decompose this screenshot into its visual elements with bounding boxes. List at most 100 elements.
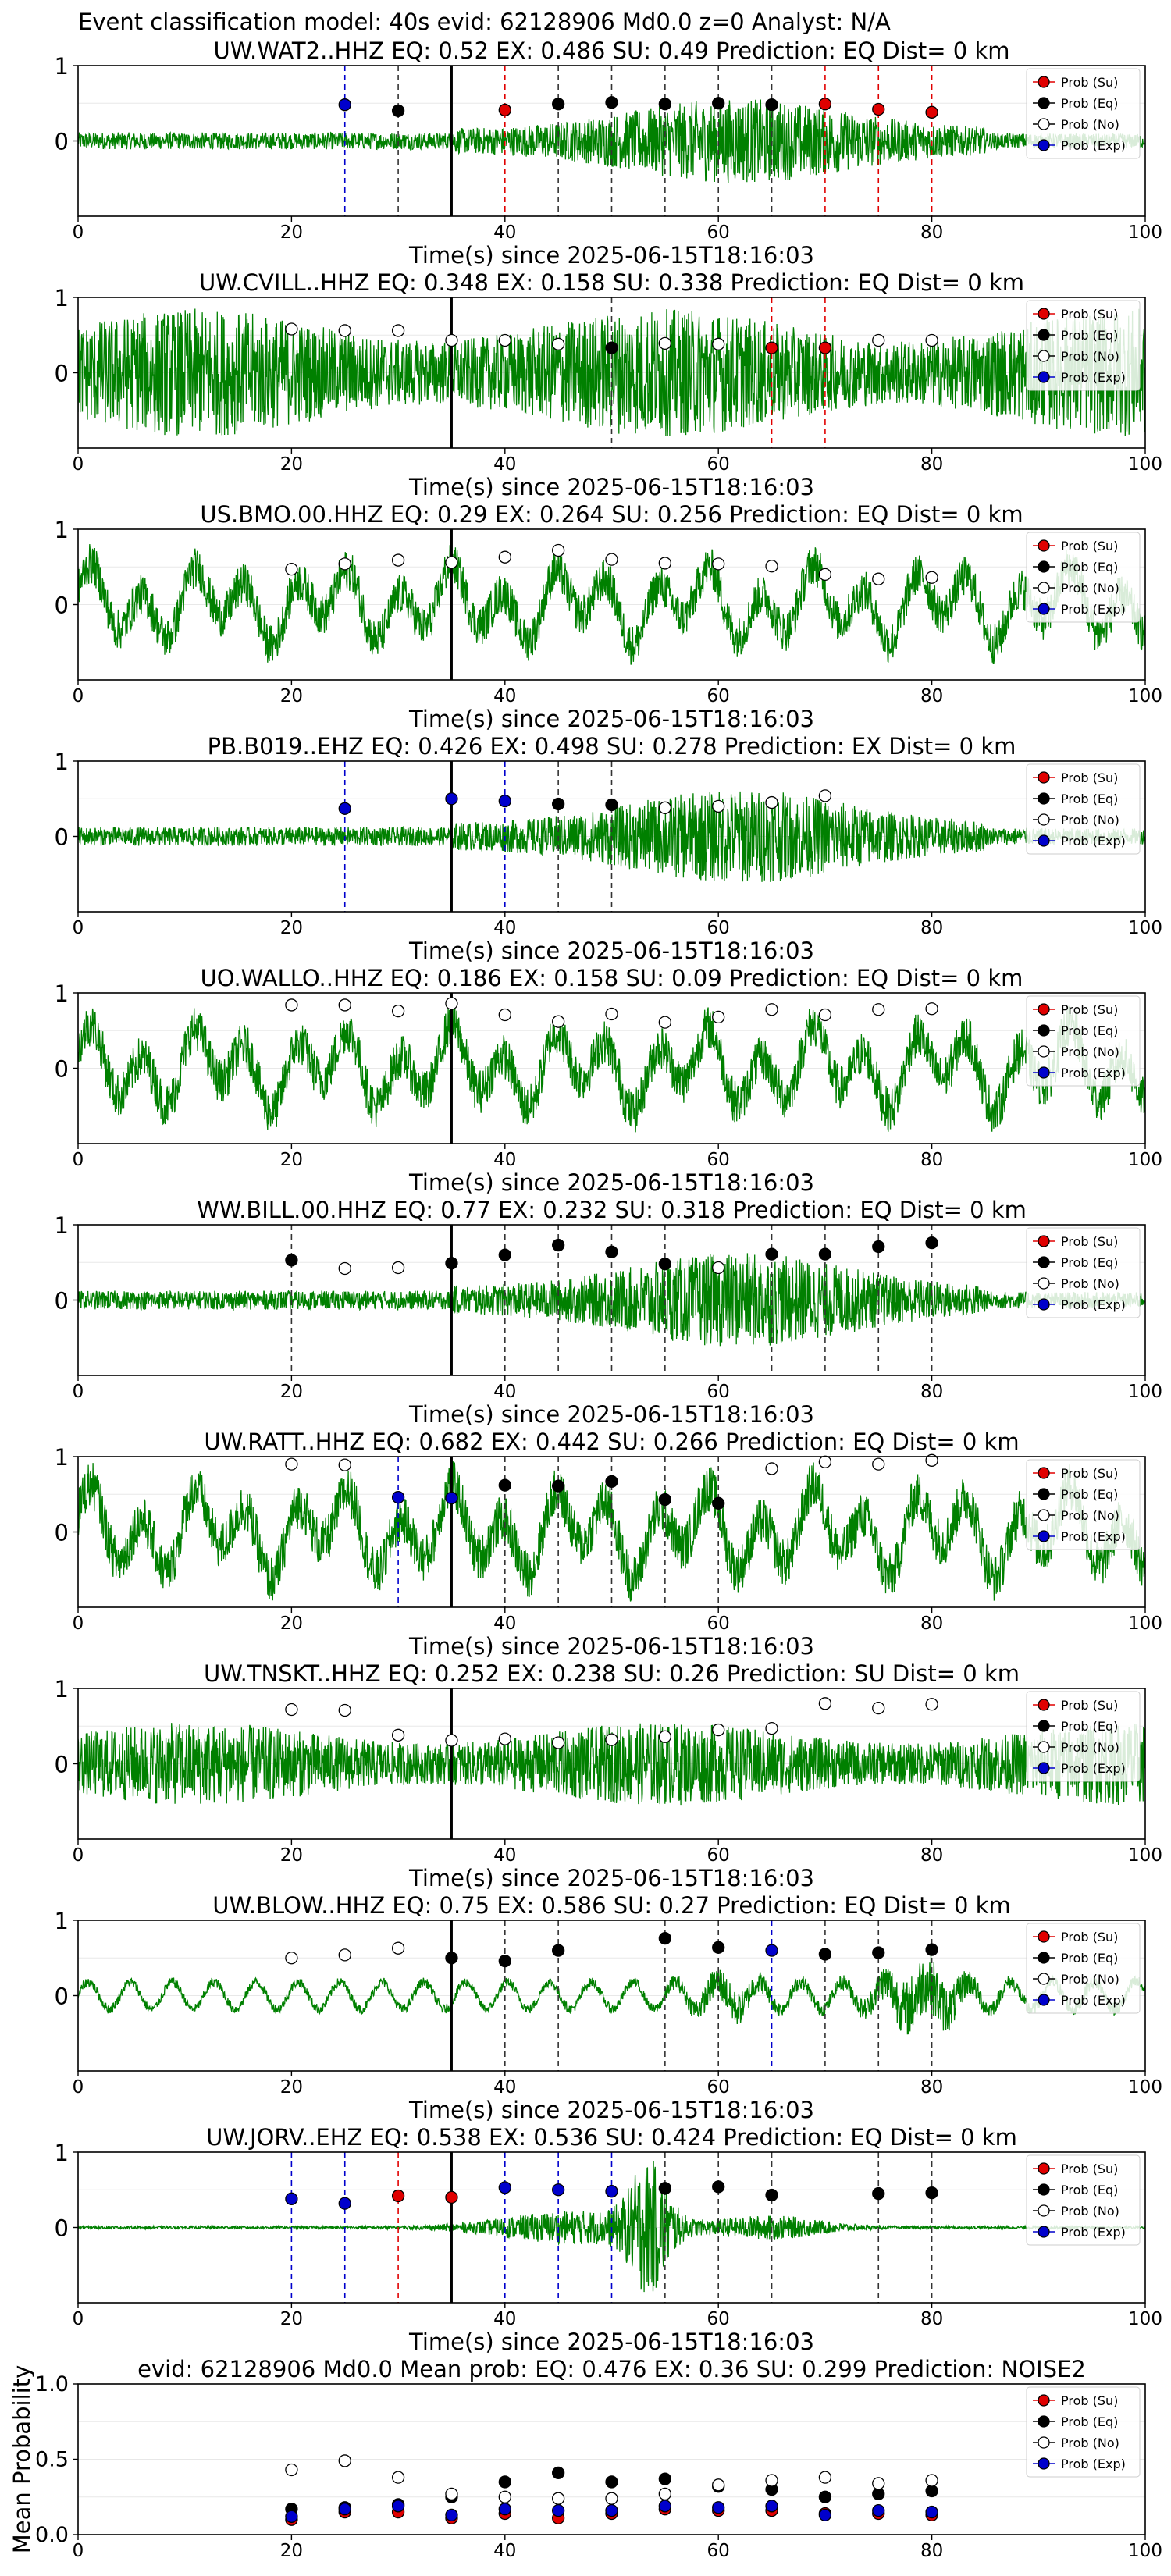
legend-marker-no <box>1038 1277 1050 1290</box>
panel-11-xtick-label: 20 <box>280 2541 303 2561</box>
panel-10-prob-marker-eq <box>925 2186 938 2200</box>
panel-11-xtick-label: 100 <box>1128 2541 1162 2561</box>
legend-marker-no <box>1038 1045 1050 1058</box>
panel-8-prob-marker-no <box>445 1734 458 1747</box>
legend-marker-eq <box>1038 560 1050 573</box>
panel-11-mean-marker-eq <box>872 2487 885 2501</box>
legend-marker-exp <box>1038 2457 1050 2470</box>
legend-label-no: Prob (No) <box>1061 1276 1119 1291</box>
panel-11-xtick-label: 60 <box>707 2541 730 2561</box>
panel-8-prob-marker-no <box>658 1730 671 1743</box>
panel-6: WW.BILL.00.HHZ EQ: 0.77 EX: 0.232 SU: 0.… <box>55 1197 1162 1428</box>
panel-2-prob-marker-no <box>391 324 405 337</box>
panel-8-prob-marker-no <box>391 1728 405 1742</box>
panel-5-prob-marker-no <box>925 1002 938 1016</box>
panel-2-prob-marker-no <box>712 337 725 350</box>
legend-label-exp: Prob (Exp) <box>1061 602 1126 617</box>
panel-6-prob-marker-eq <box>925 1236 938 1250</box>
legend-label-no: Prob (No) <box>1061 813 1119 827</box>
panel-7-prob-marker-exp <box>445 1491 458 1505</box>
panel-1-prob-marker-eq <box>552 98 565 111</box>
panel-8-prob-marker-no <box>605 1733 618 1746</box>
panel-1-xtick-label: 100 <box>1128 222 1162 243</box>
panel-3: US.BMO.00.HHZ EQ: 0.29 EX: 0.264 SU: 0.2… <box>55 501 1162 732</box>
panel-5-prob-marker-no <box>285 998 298 1012</box>
panel-6-prob-marker-eq <box>765 1247 778 1261</box>
panel-11-mean-marker-exp <box>925 2505 938 2519</box>
panel-10-prob-marker-exp <box>552 2183 565 2197</box>
panel-7: UW.RATT..HHZ EQ: 0.682 EX: 0.442 SU: 0.2… <box>55 1429 1162 1660</box>
panel-2-title: UW.CVILL..HHZ EQ: 0.348 EX: 0.158 SU: 0.… <box>199 269 1024 296</box>
panel-8-prob-marker-no <box>338 1703 351 1717</box>
panel-9-prob-marker-eq <box>925 1943 938 1956</box>
panel-1-xtick-label: 0 <box>73 222 84 243</box>
panel-6-prob-marker-no <box>391 1261 405 1275</box>
panel-7-prob-marker-no <box>338 1458 351 1471</box>
panel-7-prob-marker-eq <box>552 1479 565 1493</box>
panel-3-xtick-label: 40 <box>493 686 516 706</box>
panel-6-xlabel: Time(s) since 2025-06-15T18:16:03 <box>408 1401 814 1428</box>
panel-11: evid: 62128906 Md0.0 Mean prob: EQ: 0.47… <box>9 2356 1162 2561</box>
panel-1-prob-marker-su <box>925 105 938 119</box>
legend-frame <box>1026 1923 1141 2014</box>
panel-2-legend: Prob (Su) Prob (Eq) Prob (No) Prob (Exp) <box>1026 300 1141 391</box>
panel-11-ytick-label: 0.5 <box>35 2448 69 2472</box>
panel-10-ytick-label: 1 <box>55 2140 69 2166</box>
legend-marker-su <box>1038 1699 1050 1711</box>
panel-2-prob-marker-su <box>818 341 832 354</box>
legend-marker-su <box>1038 1467 1050 1479</box>
panel-3-xtick-label: 80 <box>920 686 943 706</box>
panel-6-legend: Prob (Su) Prob (Eq) Prob (No) Prob (Exp) <box>1026 1227 1141 1318</box>
panel-8: UW.TNSKT..HHZ EQ: 0.252 EX: 0.238 SU: 0.… <box>55 1660 1162 1891</box>
panel-9-prob-marker-no <box>391 1941 405 1955</box>
legend-marker-su <box>1038 1930 1050 1943</box>
panel-10-xtick-label: 80 <box>920 2309 943 2329</box>
legend-label-su: Prob (Su) <box>1061 1698 1118 1713</box>
panel-9-ytick-label: 0 <box>55 1984 69 2010</box>
panel-11-mean-marker-eq <box>658 2472 671 2485</box>
panel-6-prob-marker-eq <box>445 1257 458 1270</box>
panel-2-xlabel: Time(s) since 2025-06-15T18:16:03 <box>408 474 814 500</box>
panel-6-prob-marker-eq <box>818 1247 832 1261</box>
panel-11-mean-marker-no <box>445 2487 458 2501</box>
legend-frame <box>1026 1227 1141 1318</box>
legend-marker-su <box>1038 539 1050 552</box>
panel-9-prob-marker-eq <box>818 1948 832 1961</box>
panel-1-xtick-label: 20 <box>280 222 303 243</box>
legend-marker-su <box>1038 1003 1050 1016</box>
panel-10-xtick-label: 0 <box>73 2309 84 2329</box>
legend-frame <box>1026 2386 1141 2478</box>
panel-10-xlabel: Time(s) since 2025-06-15T18:16:03 <box>408 2329 814 2355</box>
panel-8-prob-marker-no <box>818 1697 832 1710</box>
legend-label-su: Prob (Su) <box>1061 75 1118 90</box>
panel-2-prob-marker-no <box>658 336 671 350</box>
panel-3-prob-marker-no <box>872 572 885 585</box>
panels: UW.WAT2..HHZ EQ: 0.52 EX: 0.486 SU: 0.49… <box>9 37 1162 2561</box>
panel-5-title: UO.WALLO..HHZ EQ: 0.186 EX: 0.158 SU: 0.… <box>201 965 1023 991</box>
legend-label-exp: Prob (Exp) <box>1061 370 1126 385</box>
panel-4-prob-marker-no <box>818 789 832 802</box>
panel-8-xtick-label: 60 <box>707 1845 730 1866</box>
panel-1-xtick-label: 40 <box>493 222 516 243</box>
legend-marker-exp <box>1038 834 1050 847</box>
legend-label-eq: Prob (Eq) <box>1061 560 1118 575</box>
legend-marker-su <box>1038 2394 1050 2407</box>
legend-label-eq: Prob (Eq) <box>1061 1255 1118 1270</box>
legend-label-exp: Prob (Exp) <box>1061 1297 1126 1312</box>
panel-10-xtick-label: 100 <box>1128 2309 1162 2329</box>
panel-8-xlabel: Time(s) since 2025-06-15T18:16:03 <box>408 1865 814 1891</box>
panel-5-xtick-label: 20 <box>280 1150 303 1170</box>
legend-label-su: Prob (Su) <box>1061 1466 1118 1481</box>
panel-8-prob-marker-no <box>498 1732 511 1745</box>
panel-5-prob-marker-no <box>445 997 458 1010</box>
panel-7-xtick-label: 100 <box>1128 1614 1162 1634</box>
panel-8-xtick-label: 80 <box>920 1845 943 1866</box>
panel-9-legend: Prob (Su) Prob (Eq) Prob (No) Prob (Exp) <box>1026 1923 1141 2014</box>
legend-marker-exp <box>1038 603 1050 615</box>
panel-3-waveform <box>78 544 1145 665</box>
panel-3-prob-marker-no <box>391 553 405 567</box>
panel-2-ytick-label: 0 <box>55 361 69 387</box>
panel-5-prob-marker-no <box>552 1015 565 1028</box>
panel-11-mean-marker-exp <box>391 2500 405 2513</box>
legend-marker-no <box>1038 118 1050 130</box>
